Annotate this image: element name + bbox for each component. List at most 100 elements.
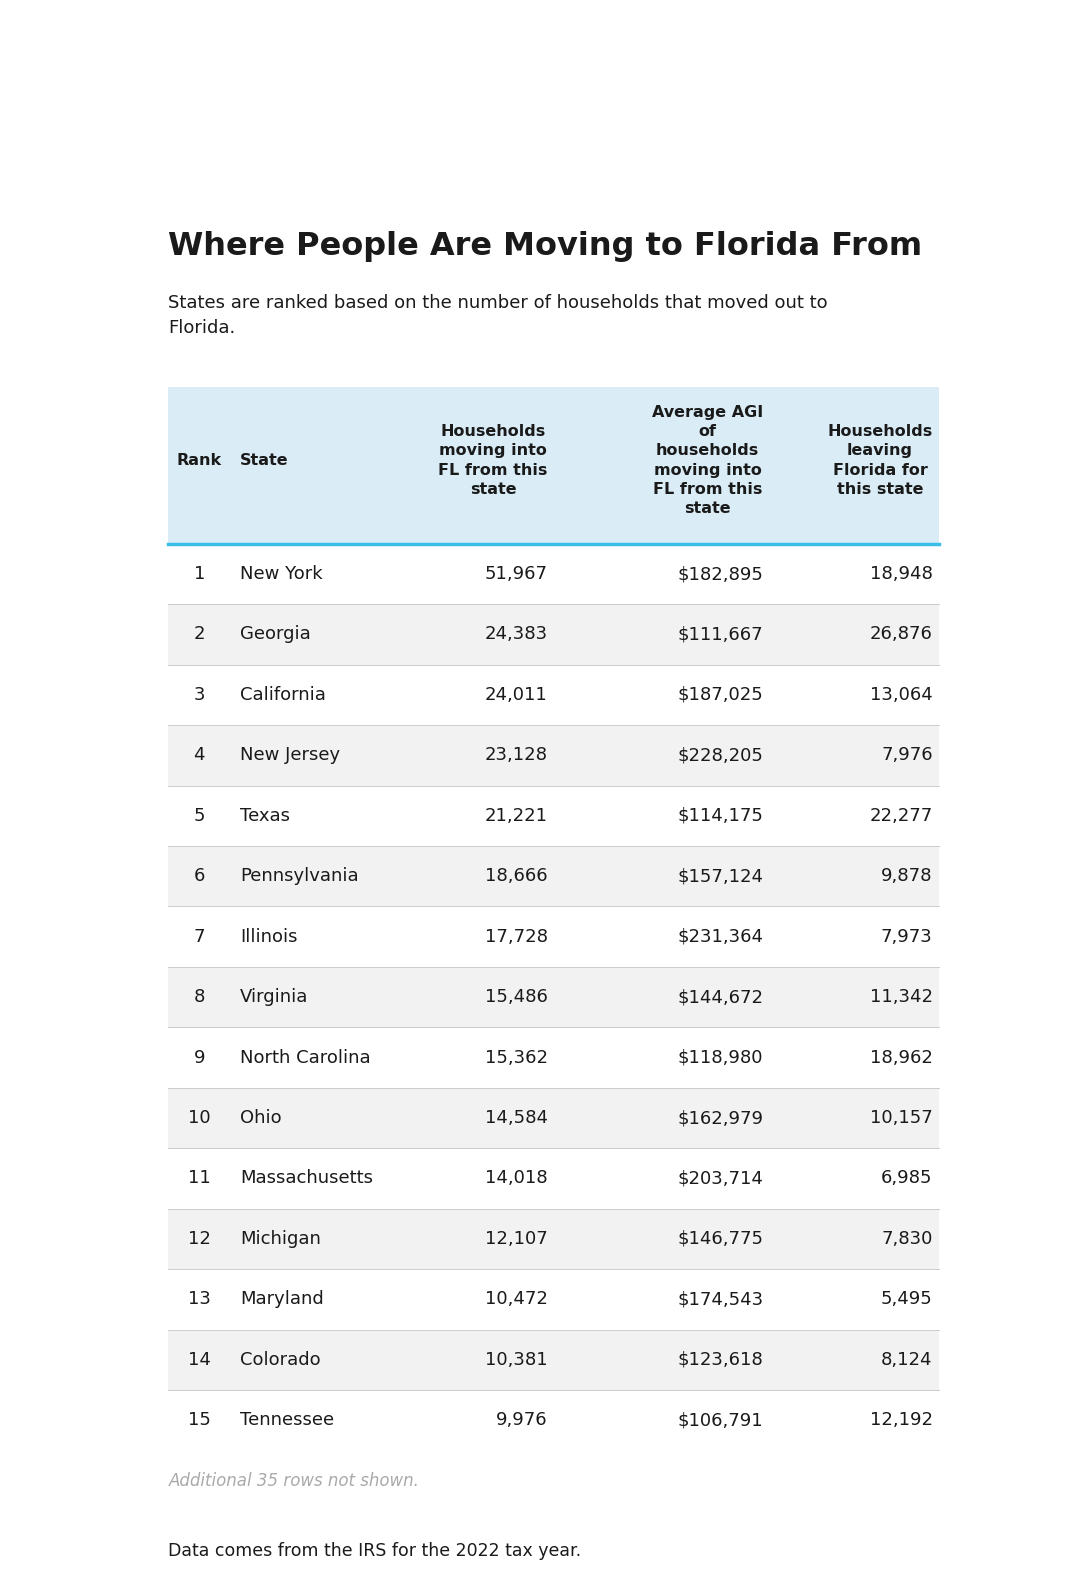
Text: 7: 7 [193, 928, 205, 945]
Bar [168, 1088, 939, 1148]
Text: 18,666: 18,666 [485, 867, 548, 885]
Bar [168, 785, 939, 846]
Text: 11,342: 11,342 [869, 988, 933, 1006]
Bar [168, 1209, 939, 1269]
Text: $111,667: $111,667 [677, 625, 764, 644]
Text: 4: 4 [193, 746, 205, 765]
Bar [168, 906, 939, 967]
Text: 18,948: 18,948 [869, 565, 933, 582]
Text: $182,895: $182,895 [677, 565, 764, 582]
Bar [168, 664, 939, 725]
Text: $228,205: $228,205 [677, 746, 764, 765]
Text: 12: 12 [188, 1229, 211, 1248]
Text: $123,618: $123,618 [677, 1350, 764, 1369]
Text: Pennsylvania: Pennsylvania [240, 867, 359, 885]
Text: 3: 3 [193, 686, 205, 703]
Text: Tennessee: Tennessee [240, 1411, 334, 1429]
Text: 14: 14 [188, 1350, 211, 1369]
Text: Where People Are Moving to Florida From: Where People Are Moving to Florida From [168, 231, 922, 262]
Text: 24,011: 24,011 [485, 686, 548, 703]
Text: 12,107: 12,107 [485, 1229, 548, 1248]
Bar [168, 543, 939, 604]
Text: $187,025: $187,025 [677, 686, 764, 703]
Bar [168, 604, 939, 664]
Text: 18,962: 18,962 [869, 1049, 933, 1066]
Text: 8,124: 8,124 [881, 1350, 933, 1369]
Text: Texas: Texas [240, 807, 291, 824]
Text: Rank: Rank [177, 452, 221, 468]
Text: 1: 1 [193, 565, 205, 582]
Text: 17,728: 17,728 [485, 928, 548, 945]
Text: 2: 2 [193, 625, 205, 644]
Text: 9,976: 9,976 [496, 1411, 548, 1429]
Text: 9: 9 [193, 1049, 205, 1066]
Text: Ohio: Ohio [240, 1108, 282, 1127]
Bar [168, 386, 939, 543]
Text: 13,064: 13,064 [869, 686, 933, 703]
Bar [168, 1389, 939, 1451]
Text: 10,472: 10,472 [485, 1291, 548, 1308]
Text: 51,967: 51,967 [485, 565, 548, 582]
Text: Additional 35 rows not shown.: Additional 35 rows not shown. [168, 1473, 419, 1490]
Text: 10,381: 10,381 [485, 1350, 548, 1369]
Text: 6: 6 [193, 867, 205, 885]
Bar [168, 1027, 939, 1088]
Bar [168, 1330, 939, 1389]
Text: 14,584: 14,584 [485, 1108, 548, 1127]
Text: 22,277: 22,277 [869, 807, 933, 824]
Text: $157,124: $157,124 [677, 867, 764, 885]
Bar [168, 846, 939, 906]
Text: State: State [240, 452, 288, 468]
Text: Illinois: Illinois [240, 928, 298, 945]
Bar [168, 967, 939, 1027]
Text: North Carolina: North Carolina [240, 1049, 370, 1066]
Bar [168, 1269, 939, 1330]
Text: 11: 11 [188, 1170, 211, 1187]
Text: $174,543: $174,543 [677, 1291, 764, 1308]
Text: 24,383: 24,383 [485, 625, 548, 644]
Text: $114,175: $114,175 [677, 807, 764, 824]
Text: New York: New York [240, 565, 323, 582]
Text: $231,364: $231,364 [677, 928, 764, 945]
Text: Data comes from the IRS for the 2022 tax year.: Data comes from the IRS for the 2022 tax… [168, 1542, 582, 1561]
Text: 15,362: 15,362 [485, 1049, 548, 1066]
Text: 12,192: 12,192 [869, 1411, 933, 1429]
Text: $203,714: $203,714 [677, 1170, 764, 1187]
Text: 26,876: 26,876 [869, 625, 933, 644]
Text: Colorado: Colorado [240, 1350, 321, 1369]
Text: 10,157: 10,157 [869, 1108, 933, 1127]
Text: Michigan: Michigan [240, 1229, 321, 1248]
Text: 7,976: 7,976 [881, 746, 933, 765]
Text: Georgia: Georgia [240, 625, 311, 644]
Text: Maryland: Maryland [240, 1291, 324, 1308]
Text: California: California [240, 686, 326, 703]
Text: 23,128: 23,128 [485, 746, 548, 765]
Text: Households
leaving
Florida for
this state: Households leaving Florida for this stat… [827, 424, 933, 496]
Text: $118,980: $118,980 [678, 1049, 764, 1066]
Text: 15,486: 15,486 [485, 988, 548, 1006]
Text: Households
moving into
FL from this
state: Households moving into FL from this stat… [438, 424, 548, 496]
Text: 21,221: 21,221 [485, 807, 548, 824]
Text: 6,985: 6,985 [881, 1170, 933, 1187]
Bar [168, 725, 939, 785]
Text: Virginia: Virginia [240, 988, 309, 1006]
Text: States are ranked based on the number of households that moved out to
Florida.: States are ranked based on the number of… [168, 294, 828, 336]
Text: New Jersey: New Jersey [240, 746, 340, 765]
Text: Average AGI
of
households
moving into
FL from this
state: Average AGI of households moving into FL… [652, 405, 764, 517]
Bar [168, 1148, 939, 1209]
Text: 5,495: 5,495 [881, 1291, 933, 1308]
Text: $106,791: $106,791 [677, 1411, 764, 1429]
Text: 8: 8 [193, 988, 205, 1006]
Text: 5: 5 [193, 807, 205, 824]
Text: 13: 13 [188, 1291, 211, 1308]
Text: 7,830: 7,830 [881, 1229, 933, 1248]
Text: 7,973: 7,973 [881, 928, 933, 945]
Text: $146,775: $146,775 [677, 1229, 764, 1248]
Text: Massachusetts: Massachusetts [240, 1170, 373, 1187]
Text: 10: 10 [188, 1108, 211, 1127]
Text: $162,979: $162,979 [677, 1108, 764, 1127]
Text: $144,672: $144,672 [677, 988, 764, 1006]
Text: 9,878: 9,878 [881, 867, 933, 885]
Text: 15: 15 [188, 1411, 211, 1429]
Text: 14,018: 14,018 [485, 1170, 548, 1187]
